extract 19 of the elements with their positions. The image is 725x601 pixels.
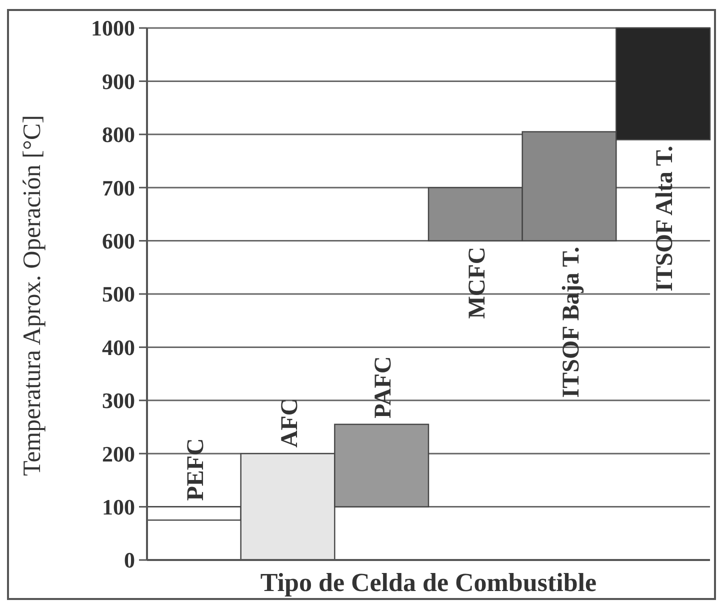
x-tick-label: ITSOF Baja T. [558, 246, 584, 398]
y-tick-label: 1000 [91, 16, 135, 41]
x-tick-label: AFC [276, 398, 303, 448]
x-axis-title: Tipo de Celda de Combustible [260, 568, 597, 597]
y-axis-title: Temperatura Aprox. Operación [°C] [19, 115, 46, 476]
x-tick-label: MCFC [464, 246, 490, 319]
y-tick-label: 900 [102, 68, 135, 94]
y-tick-label: 400 [102, 334, 135, 360]
y-tick-label: 600 [102, 228, 135, 254]
y-tick-label: 500 [102, 282, 135, 307]
y-tick-label: 100 [102, 494, 135, 520]
y-tick-label: 0 [124, 548, 135, 573]
y-tick-label: 300 [102, 388, 135, 414]
x-tick-label: PAFC [370, 356, 397, 418]
x-tick-label: PEFC [182, 438, 209, 501]
x-tick-label: ITSOF Alta T. [652, 146, 678, 292]
y-tick-label: 700 [102, 175, 135, 200]
y-tick-label: 800 [102, 122, 135, 148]
y-tick-label: 200 [102, 441, 135, 466]
